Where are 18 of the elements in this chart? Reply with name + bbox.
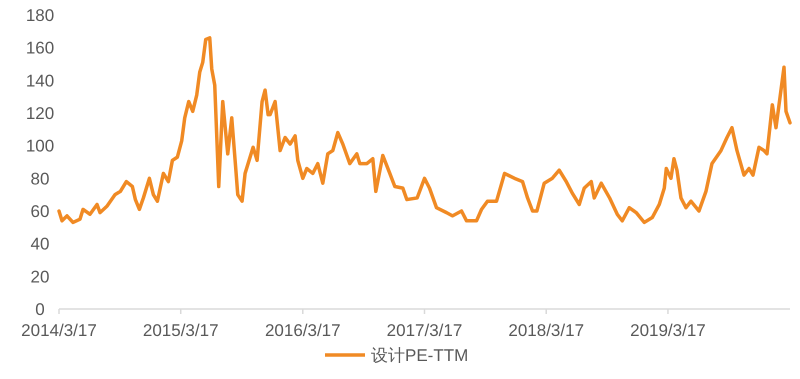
y-tick-label: 80 — [30, 169, 50, 188]
legend-label: 设计PE-TTM — [371, 346, 468, 365]
y-tick-label: 120 — [26, 104, 54, 123]
legend: 设计PE-TTM — [325, 346, 468, 365]
y-tick-label: 20 — [30, 267, 50, 286]
y-tick-label: 140 — [26, 71, 54, 90]
x-tick-label: 2016/3/17 — [264, 321, 341, 340]
x-tick-label: 2018/3/17 — [508, 321, 584, 340]
x-tick-label: 2019/3/17 — [630, 321, 706, 340]
y-tick-label: 160 — [26, 38, 54, 58]
x-tick-label: 2017/3/17 — [386, 321, 462, 340]
y-tick-label: 100 — [26, 136, 54, 156]
x-tick-label: 2015/3/17 — [142, 321, 219, 340]
y-tick-label: 180 — [26, 6, 54, 25]
y-tick-label: 0 — [35, 300, 45, 319]
y-tick-label: 60 — [30, 202, 50, 221]
y-tick-label: 40 — [30, 234, 50, 254]
x-tick-label: 2014/3/17 — [21, 321, 97, 340]
